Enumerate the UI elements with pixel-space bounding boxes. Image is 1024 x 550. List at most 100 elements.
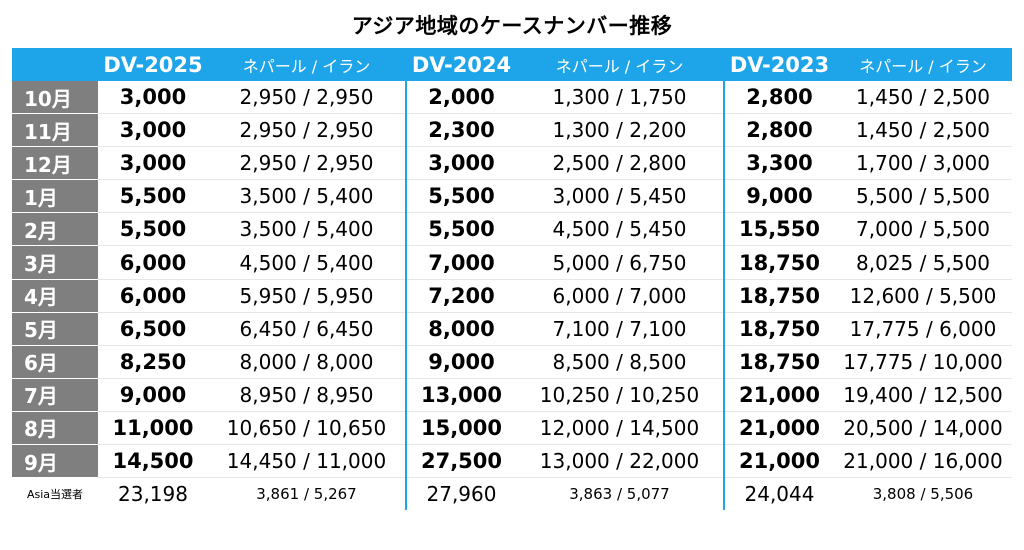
total-nepal-iran: 3,808 / 5,506 [872, 485, 974, 504]
total-nepal-iran: 3,861 / 5,267 [256, 485, 357, 504]
nepal-iran-number: 4,500 / 5,450 [516, 212, 724, 247]
nepal-iran-number: 2,950 / 2,950 [208, 113, 406, 148]
nepal-iran-number: 6,450 / 6,450 [208, 312, 406, 346]
case-number: 5,500 [98, 212, 208, 247]
case-number: 9,000 [723, 179, 834, 214]
month-label: 9月 [12, 444, 98, 479]
case-number-table: DV-2025 ネパール / イラン DV-2024 ネパール / イラン DV… [12, 48, 1012, 511]
month-label: 4月 [12, 279, 98, 313]
month-label: 11月 [12, 113, 98, 148]
case-number: 8,000 [405, 312, 516, 346]
month-label: 3月 [12, 245, 98, 280]
case-number: 15,000 [405, 411, 516, 446]
nepal-iran-number: 8,000 / 8,000 [208, 345, 406, 379]
header-version: DV-2025 [98, 48, 208, 81]
case-number: 6,500 [98, 312, 208, 346]
month-label: 5月 [12, 312, 98, 346]
case-number: 14,500 [98, 444, 208, 479]
nepal-iran-number: 3,500 / 5,400 [208, 212, 406, 247]
header-sub: ネパール / イラン [516, 48, 724, 81]
case-number: 18,750 [723, 345, 834, 379]
nepal-iran-number: 1,450 / 2,500 [834, 81, 1012, 115]
total-label: Asia当選者 [12, 477, 98, 511]
nepal-iran-number: 12,600 / 5,500 [834, 279, 1012, 313]
total-row: Asia当選者 23,198 3,861 / 5,267 27,960 3,863 / … [12, 477, 1012, 511]
case-number: 3,000 [98, 113, 208, 148]
total-asia-selectees: 23,198 [118, 482, 188, 507]
table-row: 1月 5,500 3,500 / 5,400 5,500 3,000 / 5,450 9,… [12, 179, 1012, 214]
nepal-iran-number: 8,950 / 8,950 [208, 378, 406, 412]
case-number: 6,000 [98, 245, 208, 280]
month-label: 2月 [12, 212, 98, 247]
nepal-iran-number: 10,650 / 10,650 [208, 411, 406, 446]
case-number: 2,000 [405, 81, 516, 115]
nepal-iran-number: 20,500 / 14,000 [834, 411, 1012, 446]
case-number: 21,000 [723, 411, 834, 446]
nepal-iran-number: 17,775 / 10,000 [834, 345, 1012, 379]
case-number: 27,500 [405, 444, 516, 479]
nepal-iran-number: 3,500 / 5,400 [208, 179, 406, 214]
total-asia-selectees: 27,960 [405, 477, 516, 511]
nepal-iran-number: 8,025 / 5,500 [834, 245, 1012, 280]
case-number: 2,800 [723, 113, 834, 148]
nepal-iran-number: 3,000 / 5,450 [516, 179, 724, 214]
header-version: DV-2023 [723, 48, 834, 81]
nepal-iran-number: 7,100 / 7,100 [516, 312, 724, 346]
case-number: 21,000 [723, 444, 834, 479]
case-number: 9,000 [98, 378, 208, 412]
month-label: 8月 [12, 411, 98, 446]
nepal-iran-number: 12,000 / 14,500 [516, 411, 724, 446]
case-number: 5,500 [405, 179, 516, 214]
month-label: 1月 [12, 179, 98, 214]
nepal-iran-number: 1,300 / 1,750 [516, 81, 724, 115]
case-number: 3,000 [405, 146, 516, 181]
case-number: 3,300 [723, 146, 834, 181]
nepal-iran-number: 7,000 / 5,500 [834, 212, 1012, 247]
nepal-iran-number: 2,950 / 2,950 [208, 146, 406, 181]
table-row: 10月 3,000 2,950 / 2,950 2,000 1,300 / 1,750 2… [12, 81, 1012, 115]
case-number: 5,500 [405, 212, 516, 247]
case-number: 2,300 [405, 113, 516, 148]
total-nepal-iran: 3,863 / 5,077 [569, 485, 670, 504]
nepal-iran-number: 6,000 / 7,000 [516, 279, 724, 313]
table-row: 3月 6,000 4,500 / 5,400 7,000 5,000 / 6,750 18… [12, 245, 1012, 280]
case-number: 18,750 [723, 245, 834, 280]
nepal-iran-number: 1,450 / 2,500 [834, 113, 1012, 148]
nepal-iran-number: 5,950 / 5,950 [208, 279, 406, 313]
nepal-iran-number: 10,250 / 10,250 [516, 378, 724, 412]
nepal-iran-number: 17,775 / 6,000 [834, 312, 1012, 346]
case-number: 13,000 [405, 378, 516, 412]
month-label: 7月 [12, 378, 98, 412]
nepal-iran-number: 14,450 / 11,000 [208, 444, 406, 479]
case-number: 5,500 [98, 179, 208, 214]
table-row: 12月 3,000 2,950 / 2,950 3,000 2,500 / 2,800 3… [12, 146, 1012, 181]
case-number: 11,000 [98, 411, 208, 446]
nepal-iran-number: 2,950 / 2,950 [208, 81, 406, 115]
case-number: 3,000 [98, 146, 208, 181]
nepal-iran-number: 5,000 / 6,750 [516, 245, 724, 280]
case-number: 7,000 [405, 245, 516, 280]
nepal-iran-number: 8,500 / 8,500 [516, 345, 724, 379]
header-sub: ネパール / イラン [208, 48, 406, 81]
total-asia-selectees: 24,044 [723, 477, 834, 511]
header-corner [12, 48, 98, 81]
header-row: DV-2025 ネパール / イラン DV-2024 ネパール / イラン DV… [12, 48, 1012, 81]
table-row: 8月 11,000 10,650 / 10,650 15,000 12,000 / 14… [12, 411, 1012, 446]
month-label: 10月 [12, 81, 98, 115]
case-number: 2,800 [723, 81, 834, 115]
nepal-iran-number: 13,000 / 22,000 [516, 444, 724, 479]
nepal-iran-number: 21,000 / 16,000 [834, 444, 1012, 479]
header-version: DV-2024 [405, 48, 516, 81]
case-number: 18,750 [723, 279, 834, 313]
table-row: 7月 9,000 8,950 / 8,950 13,000 10,250 / 10,25… [12, 378, 1012, 412]
case-number: 7,200 [405, 279, 516, 313]
table-row: 6月 8,250 8,000 / 8,000 9,000 8,500 / 8,500 18… [12, 345, 1012, 379]
table-row: 2月 5,500 3,500 / 5,400 5,500 4,500 / 5,450 15… [12, 212, 1012, 247]
table-row: 5月 6,500 6,450 / 6,450 8,000 7,100 / 7,100 18… [12, 312, 1012, 346]
table-row: 11月 3,000 2,950 / 2,950 2,300 1,300 / 2,200 2… [12, 113, 1012, 148]
table-row: 4月 6,000 5,950 / 5,950 7,200 6,000 / 7,000 18… [12, 279, 1012, 313]
table-row: 9月 14,500 14,450 / 11,000 27,500 13,000 / 22… [12, 444, 1012, 479]
nepal-iran-number: 1,300 / 2,200 [516, 113, 724, 148]
case-number: 18,750 [723, 312, 834, 346]
case-number: 3,000 [98, 81, 208, 115]
